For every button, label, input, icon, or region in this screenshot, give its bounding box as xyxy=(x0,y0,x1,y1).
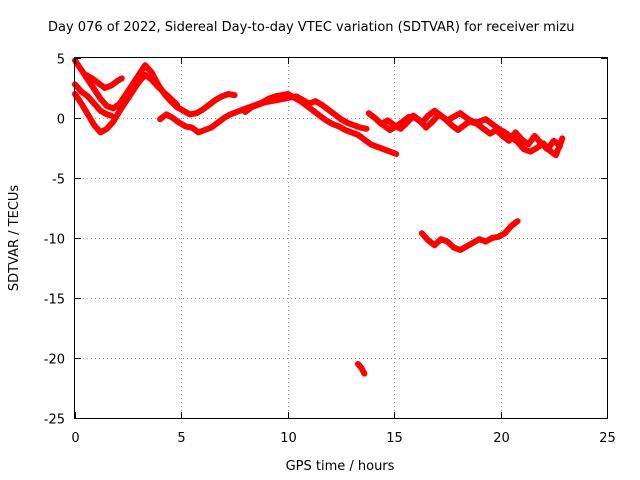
y-tick-label: 5 xyxy=(57,53,65,68)
series-line-s6 xyxy=(242,93,370,132)
y-tick-label: -25 xyxy=(44,413,65,428)
x-tick-label: 15 xyxy=(386,431,403,446)
series-line-s4 xyxy=(82,71,125,91)
plot-frame xyxy=(74,57,608,419)
y-tick-label: -20 xyxy=(44,353,65,368)
y-tick-label: 0 xyxy=(57,113,65,128)
x-tick-label: 0 xyxy=(71,431,79,446)
y-tick-label: -10 xyxy=(44,233,65,248)
y-tick-label: -15 xyxy=(44,293,65,308)
series-line-s9 xyxy=(418,218,521,253)
axis-ticks xyxy=(75,58,608,419)
x-tick-label: 10 xyxy=(280,431,297,446)
chart-title: Day 076 of 2022, Sidereal Day-to-day VTE… xyxy=(48,20,574,35)
x-axis-tick-labels: 0 5 10 15 20 25 xyxy=(71,431,615,446)
series-line-s8 xyxy=(380,107,566,159)
series-line-s3 xyxy=(72,57,238,118)
y-axis-tick-labels: -25 -20 -15 -10 -5 0 5 xyxy=(44,53,65,428)
x-tick-label: 25 xyxy=(599,431,616,446)
x-axis-label: GPS time / hours xyxy=(286,459,395,474)
series-line-s10 xyxy=(355,361,368,377)
x-tick-label: 20 xyxy=(493,431,510,446)
series-line-s2 xyxy=(72,81,115,119)
grid-lines xyxy=(75,58,607,418)
y-axis-label: SDTVAR / TECUs xyxy=(7,185,22,292)
series-line-s7 xyxy=(365,110,564,153)
x-tick-label: 5 xyxy=(177,431,185,446)
data-series-group xyxy=(72,57,566,377)
y-tick-label: -5 xyxy=(52,173,65,188)
series-line-s5 xyxy=(157,91,400,157)
